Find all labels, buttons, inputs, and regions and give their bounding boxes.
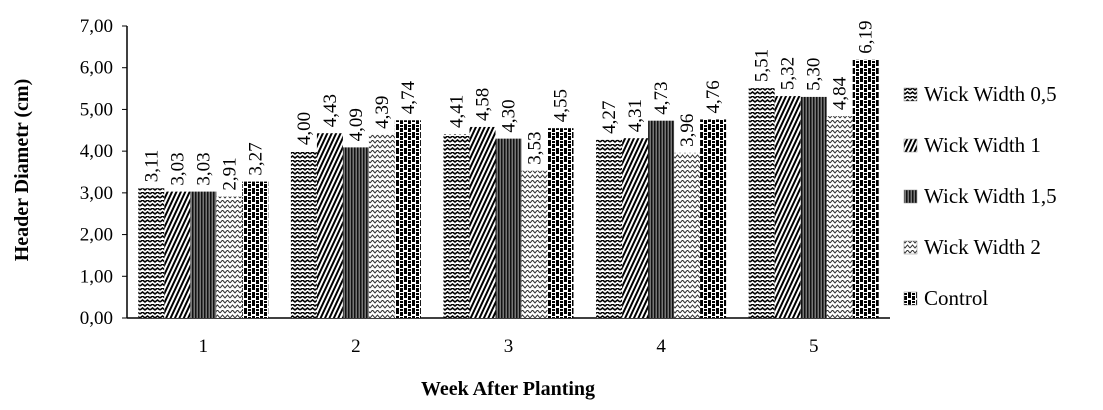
bar [596, 139, 623, 318]
data-label: 5,51 [752, 49, 773, 82]
bar [521, 170, 548, 318]
bar [216, 196, 243, 318]
bar [774, 96, 801, 318]
legend-label: Wick Width 2 [924, 235, 1041, 259]
bar [368, 134, 395, 318]
data-label: 4,76 [703, 80, 724, 113]
bar [242, 181, 269, 318]
y-tick-label: 3,00 [80, 183, 113, 204]
y-tick-labels: 0,00 1,00 2,00 3,00 4,00 5,00 6,00 7,00 [80, 16, 127, 329]
bar [852, 59, 879, 318]
legend-label: Control [924, 286, 988, 310]
bar [469, 126, 496, 318]
legend-swatch [903, 138, 918, 153]
bar [290, 151, 317, 318]
y-tick-label: 2,00 [80, 225, 113, 246]
data-label: 4,41 [447, 95, 468, 128]
data-label: 6,19 [856, 21, 877, 54]
y-tick-label: 0,00 [80, 308, 113, 329]
bar [495, 138, 522, 318]
data-label: 3,27 [245, 142, 266, 175]
y-tick-label: 1,00 [80, 266, 113, 287]
data-label: 4,58 [473, 88, 494, 121]
legend-label: Wick Width 0,5 [924, 82, 1057, 106]
data-label: 3,03 [193, 152, 214, 185]
x-tick-label: 1 [199, 336, 209, 357]
x-tick-label: 2 [351, 336, 361, 357]
data-label: 4,00 [294, 112, 315, 145]
data-label: 4,09 [346, 108, 367, 141]
y-tick-label: 5,00 [80, 99, 113, 120]
bar [622, 138, 649, 318]
bar [648, 120, 675, 318]
bar [394, 120, 421, 318]
data-label: 4,30 [499, 99, 520, 132]
bar [342, 147, 369, 318]
legend: Wick Width 0,5 Wick Width 1 Wick Width 1,5… [903, 82, 1057, 310]
x-tick-labels: 1 2 3 4 5 [199, 336, 819, 357]
bar [164, 191, 191, 318]
data-label: 3,96 [677, 114, 698, 147]
bar [800, 96, 827, 319]
bar [674, 152, 701, 318]
data-labels-group: 3,11 3,03 3,03 2,91 3,274,004,43 4,09 4,39 4,74… [141, 21, 876, 191]
legend-swatch [903, 291, 918, 306]
legend-label: Wick Width 1 [924, 133, 1041, 157]
y-tick-label: 7,00 [80, 16, 113, 37]
x-tick-label: 4 [656, 336, 666, 357]
data-label: 5,30 [804, 58, 825, 91]
bar [748, 88, 775, 318]
data-label: 4,74 [398, 81, 419, 115]
legend-swatch [903, 189, 918, 204]
data-label: 3,03 [167, 152, 188, 185]
legend-label: Wick Width 1,5 [924, 184, 1057, 208]
bars-group [138, 59, 879, 319]
y-axis-title: Header Diametr (cm) [11, 79, 33, 262]
data-label: 3,53 [525, 131, 546, 164]
data-label: 3,11 [141, 150, 162, 183]
legend-swatch [903, 87, 918, 102]
data-label: 4,84 [830, 76, 851, 110]
bar [138, 188, 165, 318]
legend-swatch [903, 240, 918, 255]
data-label: 2,91 [219, 157, 240, 190]
bar [443, 134, 470, 318]
bar [190, 191, 217, 318]
data-label: 4,55 [551, 89, 572, 122]
y-tick-label: 6,00 [80, 58, 113, 79]
bar [826, 116, 853, 318]
data-label: 4,43 [320, 94, 341, 127]
x-tick-label: 5 [809, 336, 819, 357]
bar [700, 119, 727, 318]
data-label: 4,27 [599, 101, 620, 134]
data-label: 4,31 [625, 99, 646, 132]
bar [547, 128, 574, 318]
data-label: 4,73 [651, 81, 672, 114]
data-label: 4,39 [372, 96, 393, 129]
x-tick-label: 3 [504, 336, 514, 357]
bar [316, 133, 343, 318]
y-tick-label: 4,00 [80, 141, 113, 162]
x-axis-title: Week After Planting [421, 378, 595, 400]
data-label: 5,32 [778, 57, 799, 90]
